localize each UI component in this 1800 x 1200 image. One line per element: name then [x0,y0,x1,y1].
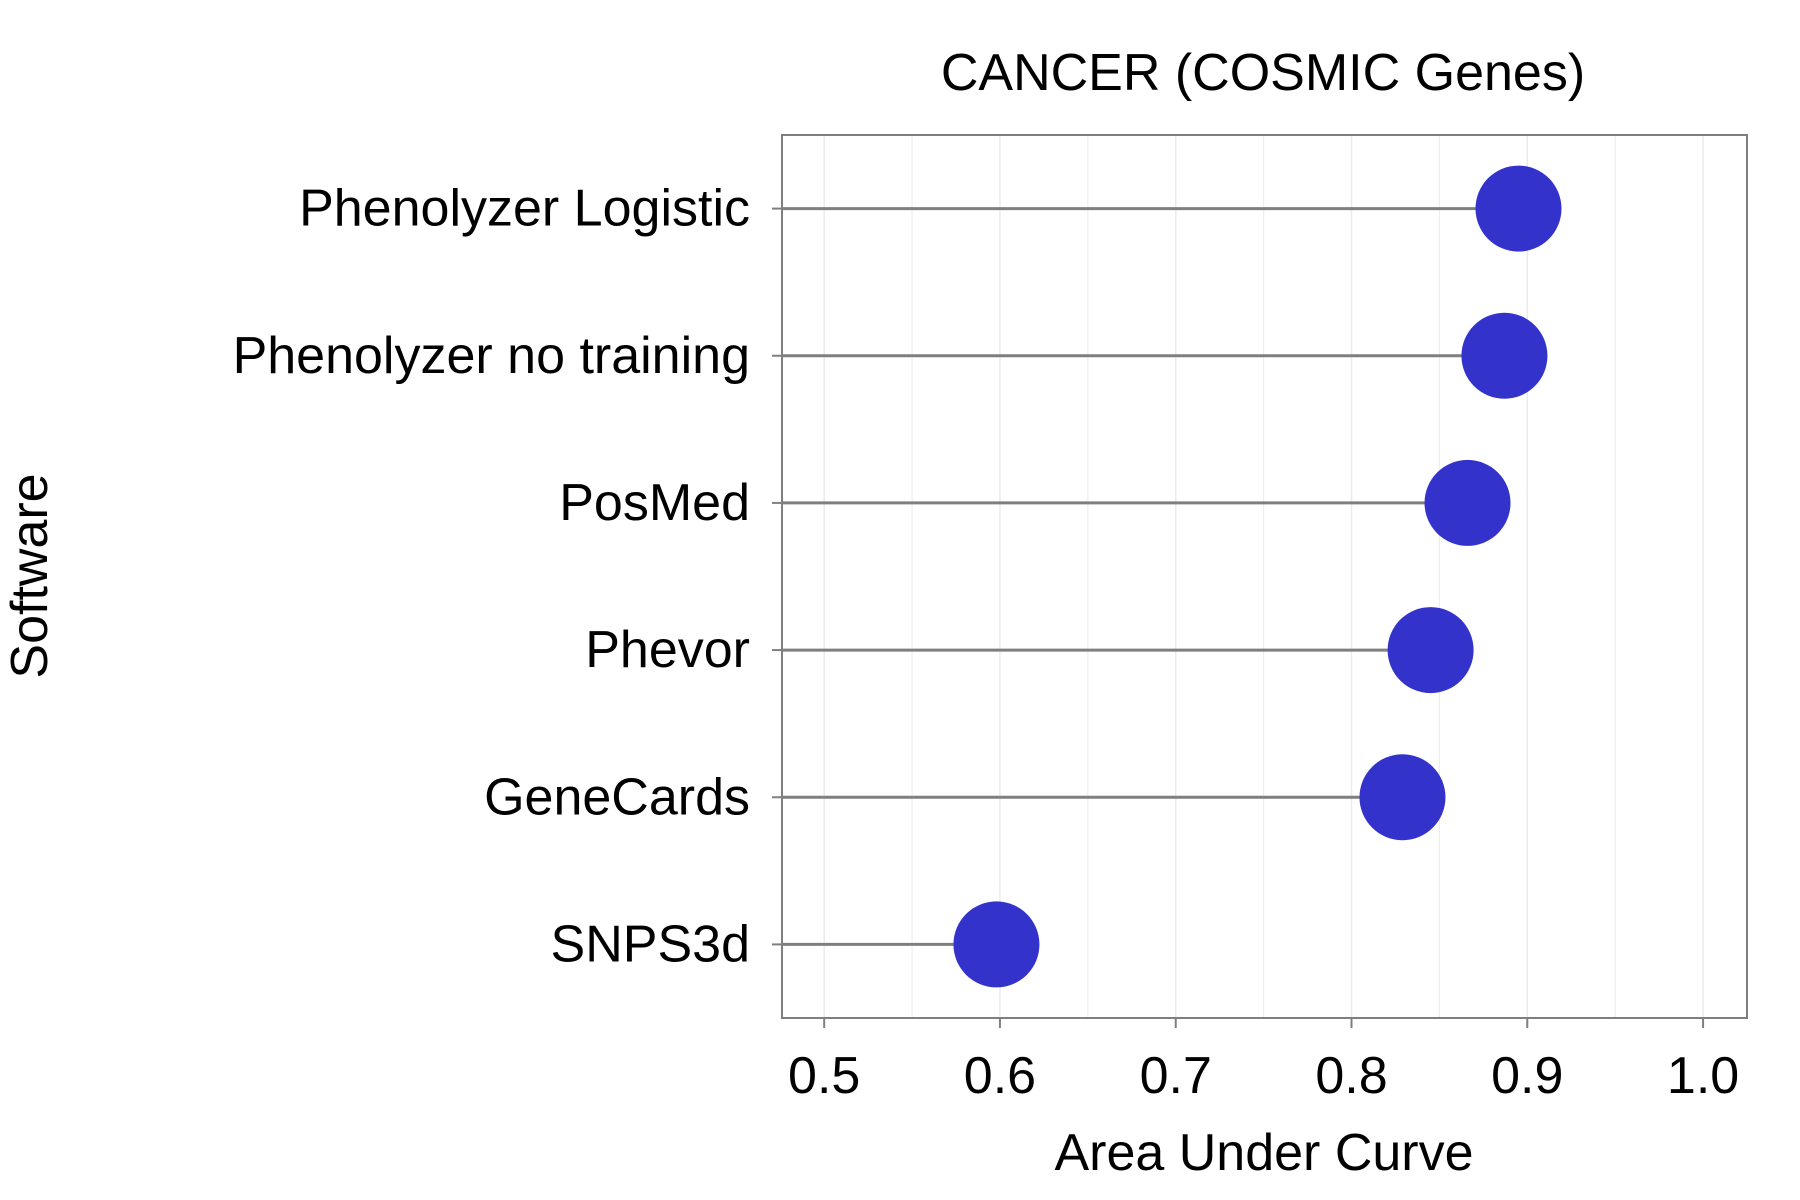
y-axis: Phenolyzer Logistic Phenolyzer no trainin… [233,180,782,973]
y-tick-label: PosMed [559,474,750,532]
x-tick-label: 0.9 [1491,1047,1563,1105]
x-axis: 0.5 0.6 0.7 0.8 0.9 1.0 [788,1018,1739,1105]
y-axis-title: Software [1,473,59,678]
data-point [1424,459,1511,546]
y-tick-label: SNPS3d [551,915,750,973]
data-point [1387,607,1474,694]
grid-lines [823,135,1704,1018]
x-tick-label: 0.7 [1140,1047,1212,1105]
x-axis-title: Area Under Curve [1054,1124,1473,1182]
data-point [953,901,1040,988]
x-tick-label: 0.8 [1315,1047,1387,1105]
plot-panel [781,134,1748,1019]
data-point [1475,165,1562,252]
data-point [1461,312,1548,399]
data-marks [782,165,1562,988]
x-tick-label: 0.6 [964,1047,1036,1105]
chart-title: CANCER (COSMIC Genes) [941,44,1585,102]
y-tick-label: Phenolyzer Logistic [299,180,750,238]
x-tick-label: 1.0 [1667,1047,1739,1105]
data-point [1359,754,1446,841]
y-tick-label: GeneCards [484,768,750,826]
x-tick-label: 0.5 [788,1047,860,1105]
y-tick-label: Phenolyzer no training [233,327,750,385]
y-tick-label: Phevor [585,621,750,679]
